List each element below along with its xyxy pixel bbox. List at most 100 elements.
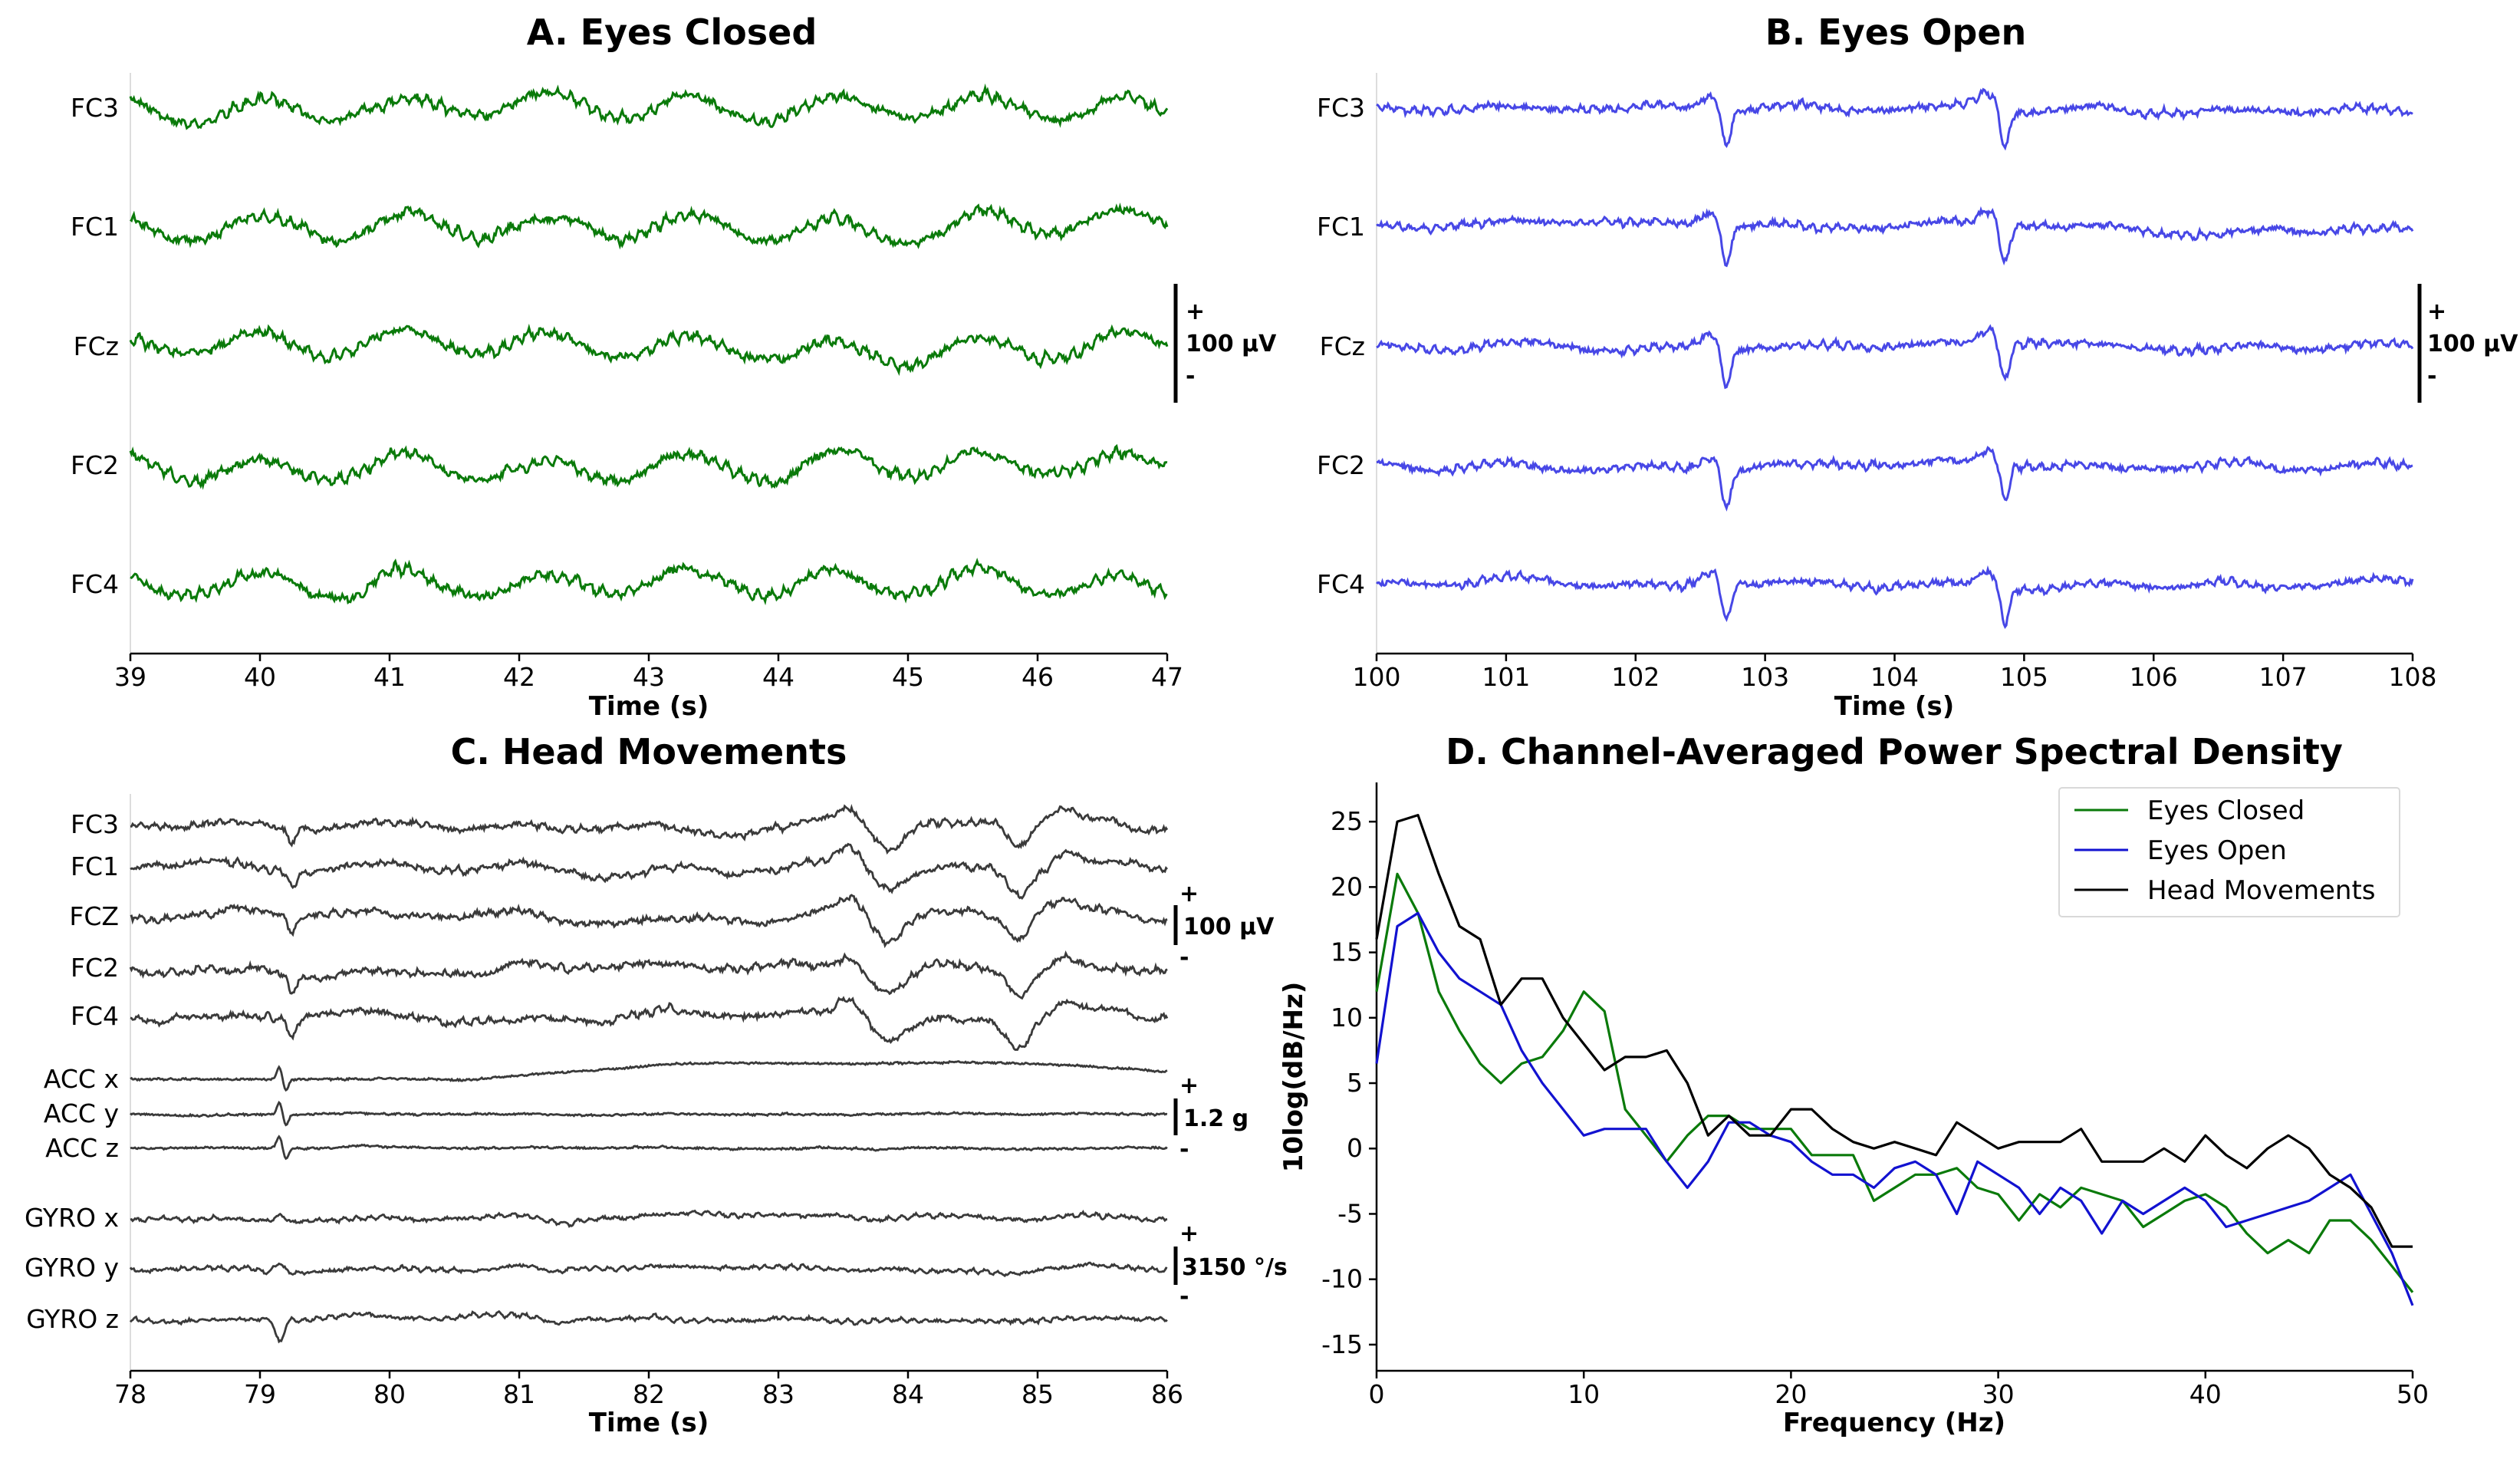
legend-label-eyes-closed: Eyes Closed: [2147, 795, 2305, 826]
channel-label-fc1: FC1: [1317, 212, 1365, 242]
x-tick-label: 46: [1021, 662, 1054, 692]
channel-label-fc3: FC3: [71, 809, 119, 839]
panel-c-scale-gyro-plus: +: [1179, 1220, 1199, 1247]
panel-c-title: C. Head Movements: [451, 731, 847, 772]
trace-fc2: [1376, 446, 2413, 512]
y-tick-label: 0: [1347, 1133, 1363, 1163]
trace-acc-y: [130, 1100, 1168, 1127]
panel-a-x-label: Time (s): [589, 691, 709, 722]
panel-a-title: A. Eyes Closed: [527, 12, 818, 53]
panel-d-title: D. Channel-Averaged Power Spectral Densi…: [1446, 731, 2343, 772]
panel-c: C. Head Movements 78 79 80 81 82 83 84 85 86 Tim…: [25, 731, 1288, 1438]
trace-fcz: [130, 894, 1168, 949]
trace-fc1: [130, 842, 1168, 900]
x-tick-label: 40: [2189, 1379, 2222, 1409]
trace-fc1: [1376, 206, 2414, 268]
panel-c-scale-acc: + 1.2 g -: [1173, 1072, 1248, 1163]
trace-gyro-y: [129, 1261, 1168, 1278]
panel-a-traces: FC3 FC1 FCz FC2 FC4: [71, 83, 1169, 606]
trace-fc4: [130, 996, 1169, 1051]
trace-gyro-z: [129, 1309, 1168, 1344]
x-tick-label: 101: [1482, 662, 1530, 692]
x-tick-label: 85: [1021, 1379, 1054, 1409]
panel-c-x-label: Time (s): [589, 1408, 709, 1438]
panel-c-scale-acc-minus: -: [1179, 1136, 1189, 1163]
x-tick-label: 80: [373, 1379, 406, 1409]
panel-c-scale-acc-label: 1.2 g: [1183, 1105, 1248, 1132]
channel-label-fc2: FC2: [1317, 450, 1365, 480]
x-tick-label: 100: [1353, 662, 1401, 692]
panel-b-title: B. Eyes Open: [1765, 12, 2027, 53]
channel-label-acc-x: ACC x: [44, 1064, 119, 1094]
channel-label-fc4: FC4: [1317, 569, 1365, 599]
panel-c-scale-eeg: + 100 µV -: [1173, 881, 1275, 971]
x-tick-label: 78: [114, 1379, 146, 1409]
panel-c-traces: FC3 FC1 FCZ FC2 FC4 ACC x ACC y ACC z GYRO x GYRO…: [25, 803, 1169, 1344]
trace-gyro-x: [130, 1209, 1168, 1228]
panel-a-scale-bar: + 100 µV -: [1173, 284, 1277, 403]
panel-c-scale-gyro-label: 3150 °/s: [1182, 1254, 1288, 1281]
trace-acc-z: [130, 1135, 1168, 1161]
panel-a-scale-minus: -: [1186, 363, 1195, 390]
x-tick-label: 43: [633, 662, 665, 692]
panel-b-scale-bar: + 100 µV -: [2417, 284, 2518, 403]
channel-label-fc1: FC1: [71, 851, 119, 881]
panel-c-scale-acc-plus: +: [1179, 1072, 1199, 1099]
panel-c-x-ticks: 78 79 80 81 82 83 84 85 86: [114, 1371, 1183, 1409]
x-tick-label: 102: [1611, 662, 1660, 692]
panel-c-scale-eeg-label: 100 µV: [1183, 914, 1275, 940]
channel-label-fcz: FCz: [74, 331, 119, 361]
x-tick-label: 83: [762, 1379, 794, 1409]
x-tick-label: 40: [244, 662, 276, 692]
x-tick-label: 30: [1982, 1379, 2015, 1409]
x-tick-label: 45: [892, 662, 924, 692]
x-tick-label: 104: [1870, 662, 1919, 692]
panel-b-x-label: Time (s): [1834, 691, 1955, 722]
panel-a: A. Eyes Closed 39 40 41 42 43 44 45 46 47 Time (…: [71, 12, 1277, 722]
trace-fc4: [130, 558, 1168, 606]
trace-acc-x: [130, 1060, 1168, 1092]
panel-c-scale-gyro-minus: -: [1179, 1283, 1189, 1310]
channel-label-acc-z: ACC z: [45, 1133, 119, 1163]
x-tick-label: 20: [1775, 1379, 1807, 1409]
channel-label-gyro-z: GYRO z: [26, 1304, 119, 1334]
panel-b-traces: FC3 FC1 FCz FC2 FC4: [1317, 87, 2414, 630]
y-tick-label: 20: [1331, 871, 1363, 901]
channel-label-fcz: FCz: [1320, 331, 1365, 361]
trace-fc3: [129, 83, 1169, 130]
trace-fc4: [1376, 565, 2414, 630]
trace-fc1: [130, 203, 1169, 250]
channel-label-gyro-x: GYRO x: [25, 1203, 119, 1233]
series-line-eyes-open: [1375, 911, 2414, 1306]
panel-b-scale-minus: -: [2427, 363, 2436, 390]
panel-c-scale-eeg-plus: +: [1179, 881, 1199, 907]
y-tick-label: 5: [1347, 1068, 1363, 1098]
panel-d-x-label: Frequency (Hz): [1783, 1408, 2005, 1438]
trace-fc3: [1376, 87, 2413, 151]
panel-d-ticks: 0 10 20 30 40 50 -15 -10 -5 0 5 10 15 20 25: [1321, 806, 2429, 1409]
panel-b-x-ticks: 100 101 102 103 104 105 106 107 108: [1353, 654, 2437, 692]
x-tick-label: 81: [503, 1379, 535, 1409]
x-tick-label: 84: [892, 1379, 924, 1409]
x-tick-label: 0: [1369, 1379, 1385, 1409]
y-tick-label: 15: [1331, 937, 1363, 967]
panel-d-legend: Eyes Closed Eyes Open Head Movements: [2058, 787, 2400, 917]
y-tick-label: 10: [1331, 1003, 1363, 1032]
x-tick-label: 106: [2130, 662, 2178, 692]
trace-fcz: [1376, 324, 2414, 390]
channel-label-fc3: FC3: [71, 93, 119, 123]
panel-b: B. Eyes Open 100 101 102 103 104 105 106 107 108…: [1317, 12, 2518, 722]
trace-fcz: [129, 323, 1169, 377]
channel-label-fc4: FC4: [71, 1001, 119, 1031]
y-tick-label: -15: [1321, 1329, 1363, 1359]
channel-label-fc3: FC3: [1317, 93, 1365, 123]
panel-d-series: [1375, 814, 2414, 1306]
x-tick-label: 79: [244, 1379, 276, 1409]
trace-fc3: [130, 803, 1169, 855]
channel-label-fcz: FCZ: [69, 901, 119, 931]
legend-label-eyes-open: Eyes Open: [2147, 835, 2287, 866]
x-tick-label: 82: [633, 1379, 665, 1409]
x-tick-label: 41: [373, 662, 406, 692]
panel-c-scale-eeg-minus: -: [1179, 944, 1189, 971]
